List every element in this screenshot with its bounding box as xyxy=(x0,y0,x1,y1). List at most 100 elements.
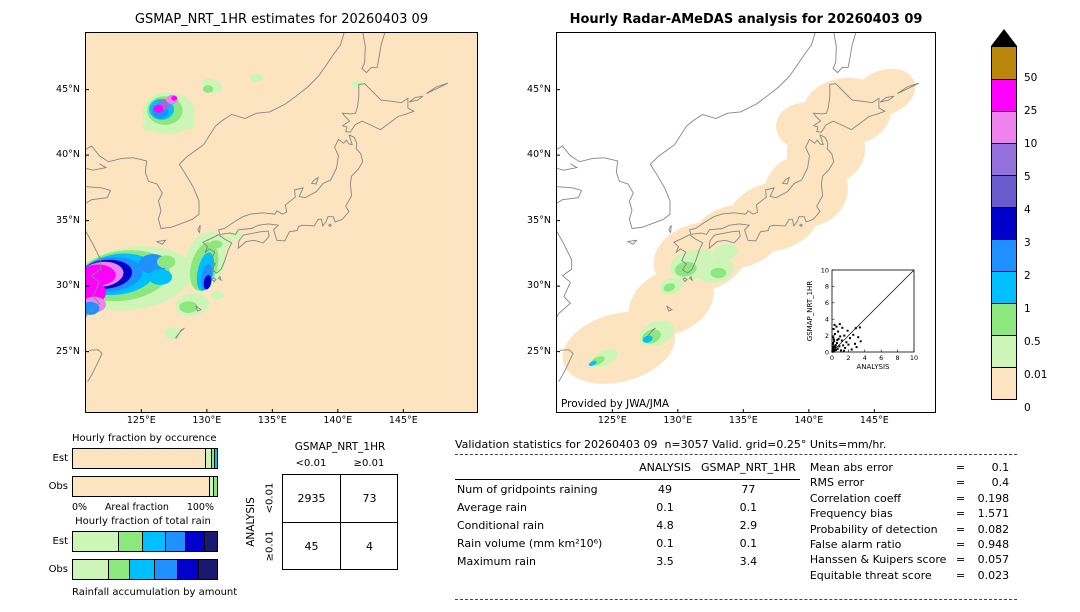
bar-segment xyxy=(73,560,108,579)
scatter-point xyxy=(831,343,834,346)
bar-segment xyxy=(210,449,215,468)
lat-tick-label: 40°N xyxy=(56,149,80,161)
metric-value: 0.1 xyxy=(991,461,1010,474)
stats-row: Num of gridpoints raining 49 77 xyxy=(455,480,800,499)
inset-scatter: 00 2 2 4 4 6 6 8 8 10 10 ANALYSIS GSMAP_NRT_1HR xyxy=(800,258,922,386)
stats-metrics: Mean abs error = 0.1 RMS error = 0.4 Corre… xyxy=(810,460,1009,583)
scatter-point xyxy=(852,333,855,336)
stats-row: Average rain 0.1 0.1 xyxy=(455,498,800,516)
scatter-point xyxy=(832,348,835,351)
occurrence-axis: 0% Areal fraction 100% xyxy=(72,502,214,513)
lat-tick-label: 35°N xyxy=(527,214,551,226)
precip-blob xyxy=(663,283,676,292)
metric-value: 0.082 xyxy=(977,522,1010,536)
scatter-point xyxy=(855,346,858,349)
bar-row: Obs xyxy=(42,476,218,497)
coastline-path xyxy=(85,186,112,204)
coastline-path xyxy=(133,112,257,229)
metric-label: Probability of detection xyxy=(809,522,938,536)
colorbar-tick-label: 0.5 xyxy=(1024,336,1041,348)
coastline-path xyxy=(646,327,656,339)
metric-equals: = xyxy=(955,538,966,552)
grid-divider xyxy=(283,522,397,523)
precip-blob xyxy=(693,248,712,261)
lon-tick-label: 135°E xyxy=(257,415,287,426)
scatter-point xyxy=(832,336,835,339)
left-map-canvas xyxy=(85,32,478,413)
bar-row: Est xyxy=(42,448,218,469)
contingency-col-label: ≥0.01 xyxy=(353,458,385,469)
scatter-point xyxy=(831,346,834,349)
scatter-point xyxy=(840,339,843,342)
contingency-cell: 45 xyxy=(304,540,319,553)
scatter-point xyxy=(837,330,840,333)
scatter-point xyxy=(834,344,837,346)
coastline-path xyxy=(237,230,270,250)
lat-tick-label: 30°N xyxy=(527,280,551,292)
metric-label: Hanssen & Kuipers score xyxy=(809,553,947,567)
lat-tick-label: 25°N xyxy=(527,345,551,357)
scatter-point xyxy=(835,348,838,351)
stats-value: 77 xyxy=(741,482,756,496)
totalrain-xlabel: Rainfall accumulation by amount xyxy=(72,587,238,598)
stats-row: Conditional rain 4.8 2.9 xyxy=(455,516,800,534)
colorbar-segment xyxy=(992,111,1016,143)
precip-blob xyxy=(250,74,264,82)
axis-max-label: 100% xyxy=(186,502,214,513)
map-frame xyxy=(85,32,478,413)
precip-blob xyxy=(588,360,597,367)
metric-value: 0.023 xyxy=(977,568,1010,582)
scatter-point xyxy=(843,334,846,337)
occurrence-chart-title: Hourly fraction by occurence xyxy=(72,433,217,444)
occurrence-chart: Est Obs xyxy=(42,448,218,497)
bar-row-label: Obs xyxy=(48,564,68,575)
scatter-point xyxy=(838,345,841,348)
metric-equals: = xyxy=(955,476,966,490)
coastline-path xyxy=(832,32,857,74)
metric-equals: = xyxy=(955,507,966,521)
right-map-canvas: 00 2 2 4 4 6 6 8 8 10 10 ANALYSIS GSMAP_NRT_1HR xyxy=(556,32,936,413)
metric-label: Mean abs error xyxy=(809,461,893,474)
bar-segment xyxy=(176,560,199,579)
coastline-path xyxy=(558,349,574,383)
stats-row: Rain volume (mm km²10⁶) 0.1 0.1 xyxy=(455,534,800,552)
metric-equals: = xyxy=(955,461,966,474)
colorbar-segment xyxy=(992,239,1016,271)
lat-tick-label: 35°N xyxy=(56,214,80,226)
inset-ylabel: GSMAP_NRT_1HR xyxy=(806,281,814,342)
metric-row: Probability of detection = 0.082 xyxy=(810,522,1009,537)
stats-row-label: Maximum rain xyxy=(457,554,536,568)
contingency-grid: 2935 73 45 4 xyxy=(282,474,398,570)
coastline-path xyxy=(812,83,886,133)
inset-x-tick-label: 8 xyxy=(896,354,900,362)
coastline-path xyxy=(604,112,728,229)
precip-blob xyxy=(179,301,198,313)
contingency-row-label: ≥0.01 xyxy=(264,530,276,562)
scatter-point xyxy=(836,339,839,342)
right-map-title: Hourly Radar-AMeDAS analysis for 2026040… xyxy=(569,12,923,27)
metric-label: Correlation coeff xyxy=(809,491,902,505)
inset-y-tick-label: 2 xyxy=(825,332,829,340)
scatter-point xyxy=(835,342,838,344)
contingency-cell: 73 xyxy=(362,492,377,505)
credit-text: Provided by JWA/JMA xyxy=(561,398,670,410)
colorbar-segment xyxy=(992,271,1016,303)
bar-segment xyxy=(185,532,204,551)
metric-value: 0.948 xyxy=(977,538,1010,552)
totalrain-chart-title: Hourly fraction of total rain xyxy=(75,516,211,527)
bar-segment xyxy=(213,477,217,496)
colorbar-tick-label: 0.01 xyxy=(1024,369,1048,381)
colorbar-tick-label: 0 xyxy=(1024,402,1031,414)
lat-tick-label: 30°N xyxy=(56,280,80,292)
left-map-panel: 125°E 130°E 135°E 140°E 145°E 45°N 40°N 35°N 30°… xyxy=(56,32,478,426)
metric-label: Frequency bias xyxy=(809,507,893,521)
stats-row-label: Conditional rain xyxy=(457,518,545,532)
scatter-point xyxy=(833,340,836,343)
coastline-path xyxy=(682,277,688,283)
scatter-point xyxy=(837,337,840,340)
coastline-path xyxy=(727,32,816,114)
axis-min-label: 0% xyxy=(72,502,88,513)
metric-label: RMS error xyxy=(809,476,865,490)
metric-row: Equitable threat score = 0.023 xyxy=(810,568,1009,583)
metric-equals: = xyxy=(955,522,966,536)
